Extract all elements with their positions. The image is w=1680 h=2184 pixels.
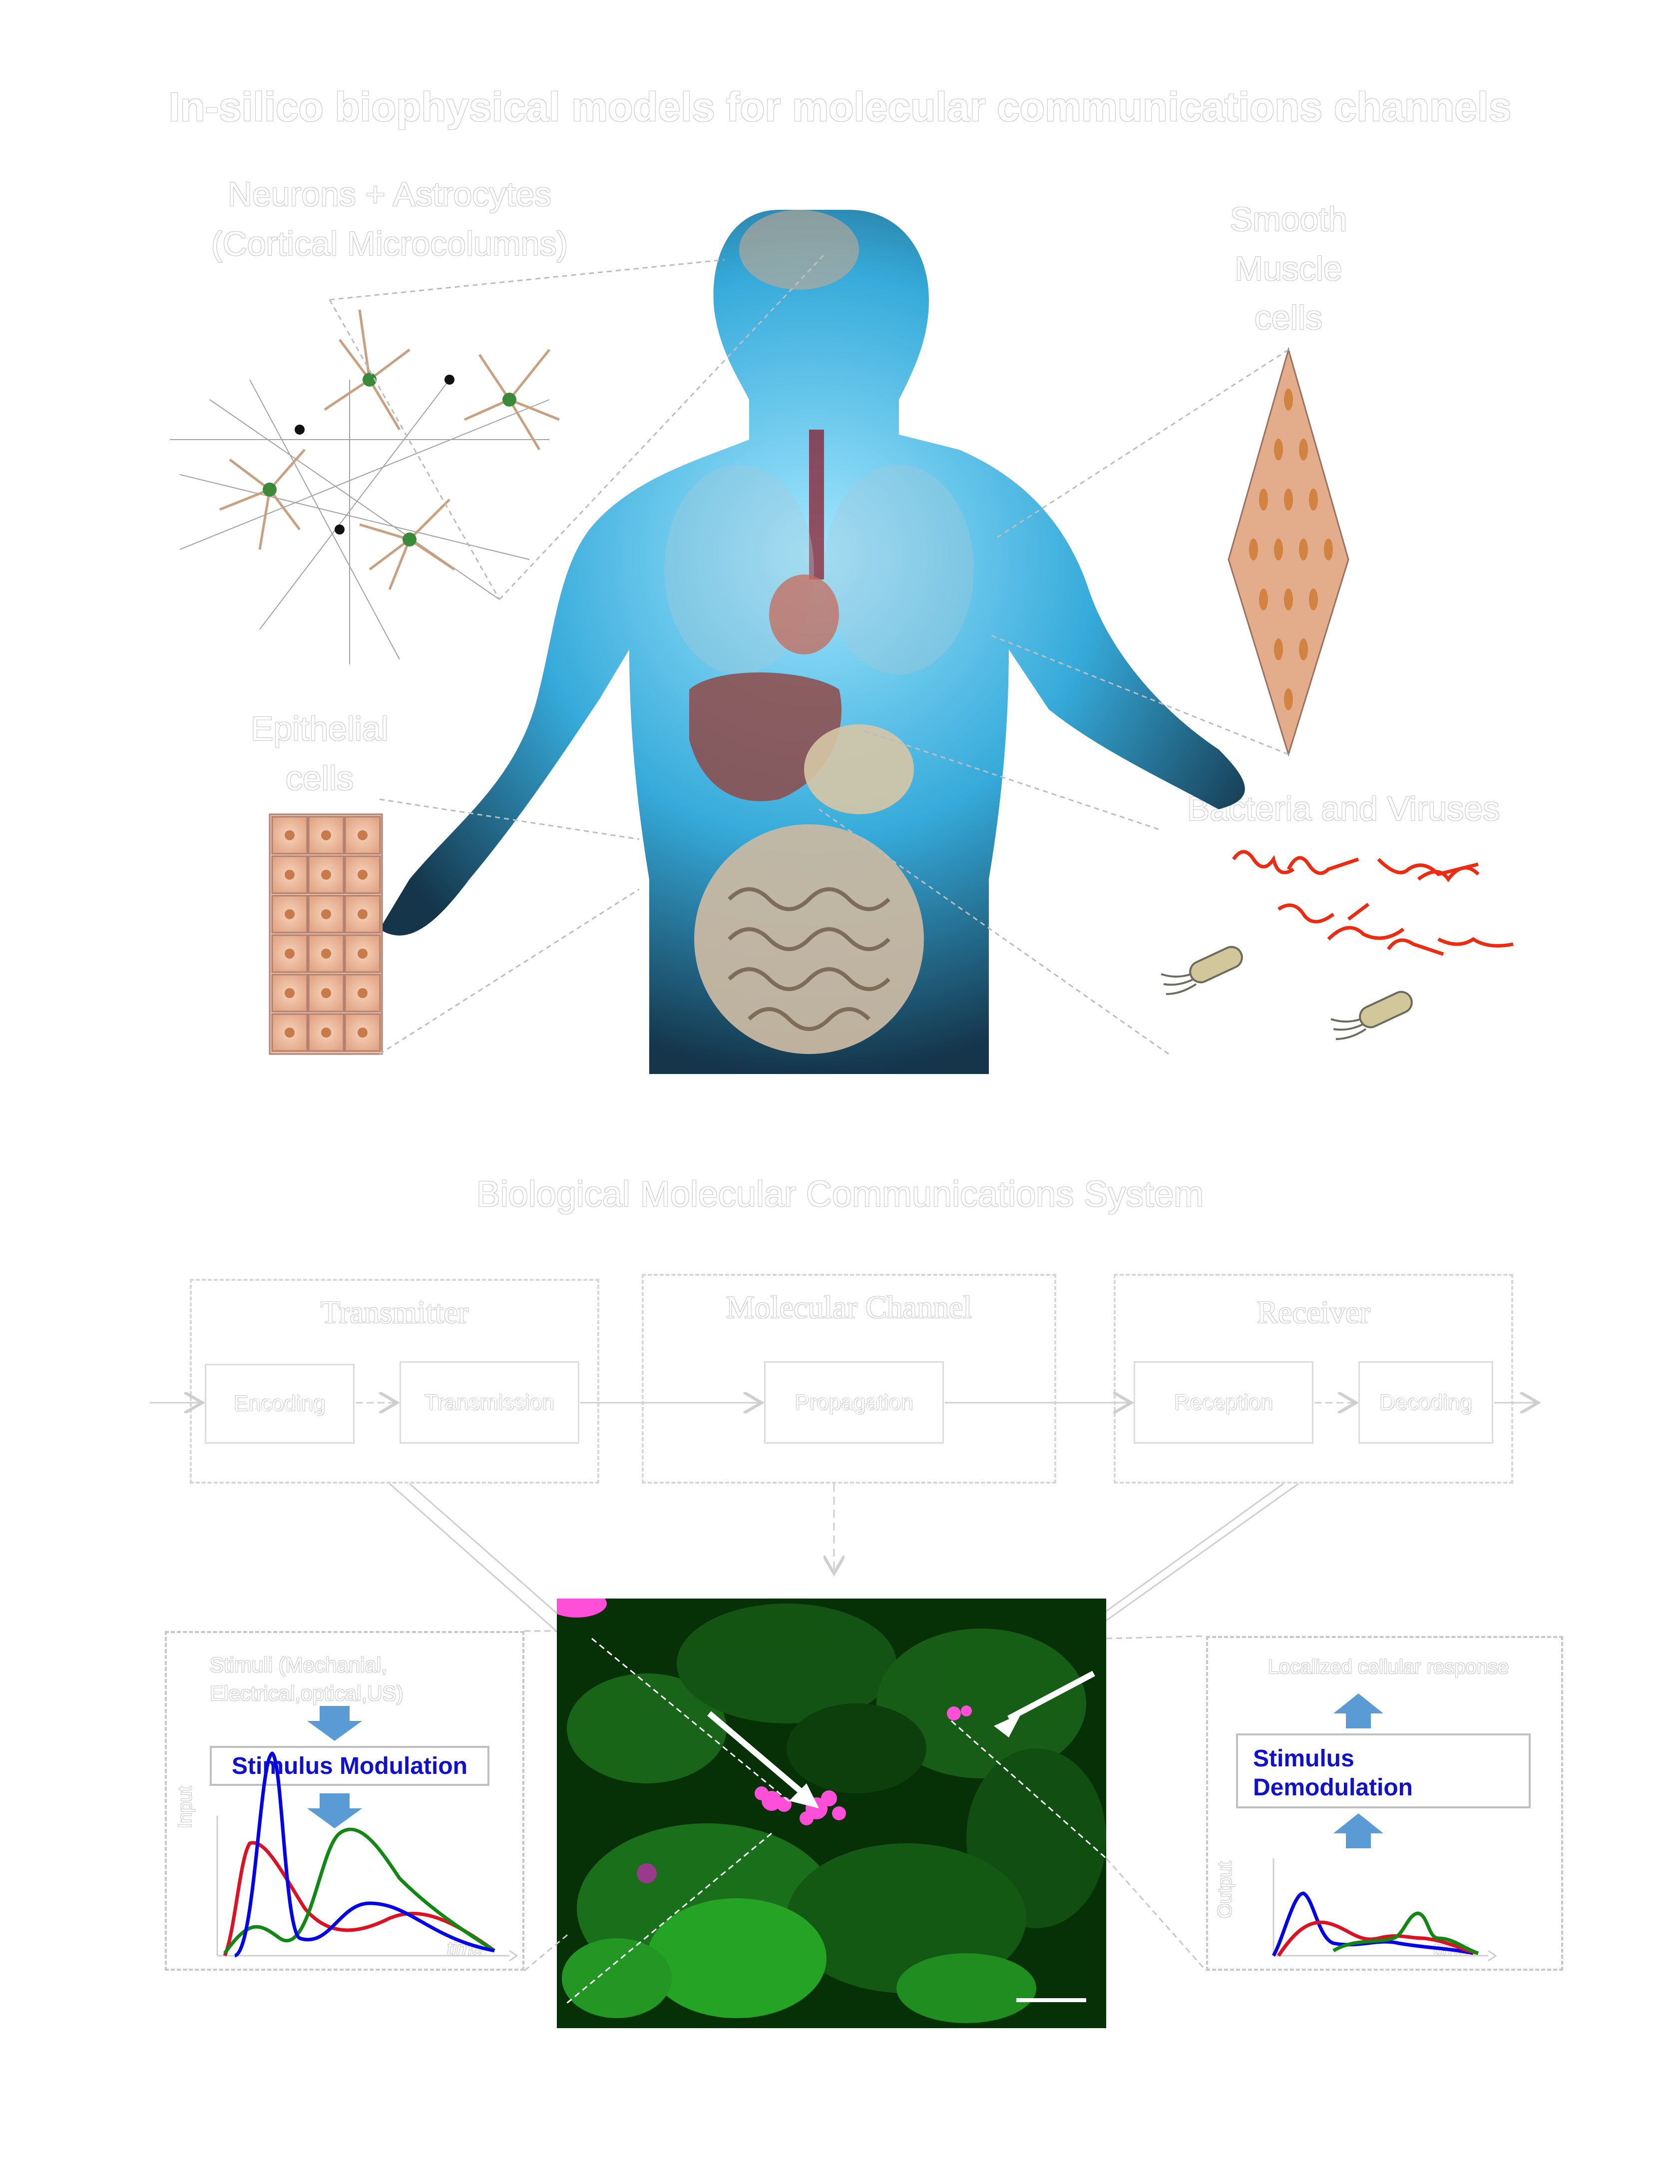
- output-panel: [1206, 1636, 1563, 1971]
- channel-group: [642, 1274, 1056, 1484]
- reception-block: Reception: [1134, 1361, 1313, 1444]
- input-curve-red: [223, 1841, 496, 1957]
- output-curve-green: [1332, 1911, 1479, 1955]
- microscopy-image: [557, 1599, 1106, 2028]
- bacteria-virus-illustration: [1161, 850, 1514, 1040]
- stimuli-line2: Electrical,optical,US): [210, 1681, 404, 1705]
- demodulation-line2: Demodulation: [1253, 1774, 1413, 1801]
- stimuli-line1: Stimuli (Mechanial,: [210, 1653, 387, 1676]
- down-arrow-icon: [307, 1706, 362, 1828]
- human-body: [380, 210, 1245, 1074]
- neurons-label-line1: Neurons + Astrocytes: [227, 175, 552, 213]
- input-panel: [165, 1631, 524, 1971]
- response-label: Localized cellular response: [1267, 1656, 1509, 1678]
- main-title: In-silico biophysical models for molecul…: [168, 84, 1512, 130]
- up-arrow-icon: [1333, 1693, 1383, 1848]
- stimulus-demodulation-box: Stimulus Demodulation: [1236, 1733, 1531, 1808]
- input-curve-blue: [234, 1751, 495, 1958]
- propagation-block: Propagation: [764, 1361, 944, 1444]
- neurons-label-line2: (Cortical Microcolumns): [211, 224, 568, 263]
- receiver-group: [1114, 1274, 1513, 1484]
- epithelial-illustration: [269, 813, 383, 1055]
- smooth-muscle-line1: Smooth: [1230, 200, 1347, 238]
- stimuli-label: Stimuli (Mechanial, Electrical,optical,U…: [210, 1651, 489, 1707]
- transmitter-group: [190, 1279, 599, 1484]
- transmitter-title: Transmitter: [320, 1294, 469, 1330]
- output-curve-red: [1277, 1920, 1479, 1957]
- neurons-label: Neurons + Astrocytes (Cortical Microcolu…: [165, 170, 614, 268]
- input-curve-green: [223, 1827, 495, 1955]
- receiver-title: Receiver: [1257, 1294, 1370, 1330]
- connector-lines: [329, 254, 1289, 1055]
- channel-title: Molecular Channel: [726, 1289, 972, 1325]
- smooth-muscle-line2: Muscle: [1235, 249, 1342, 288]
- output-curve-blue: [1271, 1891, 1474, 1957]
- transmission-block: Transmission: [400, 1361, 579, 1444]
- epithelial-line1: Epithelial: [251, 710, 389, 748]
- epithelial-label: Epithelial cells: [220, 704, 420, 803]
- smooth-muscle-label: Smooth Muscle cells: [1189, 195, 1388, 343]
- system-title: Biological Molecular Communications Syst…: [476, 1174, 1204, 1214]
- encoding-block: Encoding: [205, 1364, 355, 1444]
- anatomy-illustration: [170, 210, 1514, 1074]
- smooth-muscle-line3: cells: [1254, 299, 1323, 337]
- decoding-block: Decoding: [1358, 1361, 1493, 1444]
- neurons-illustration: [170, 309, 560, 664]
- epithelial-line2: cells: [285, 759, 354, 797]
- demodulation-line1: Stimulus: [1253, 1745, 1354, 1772]
